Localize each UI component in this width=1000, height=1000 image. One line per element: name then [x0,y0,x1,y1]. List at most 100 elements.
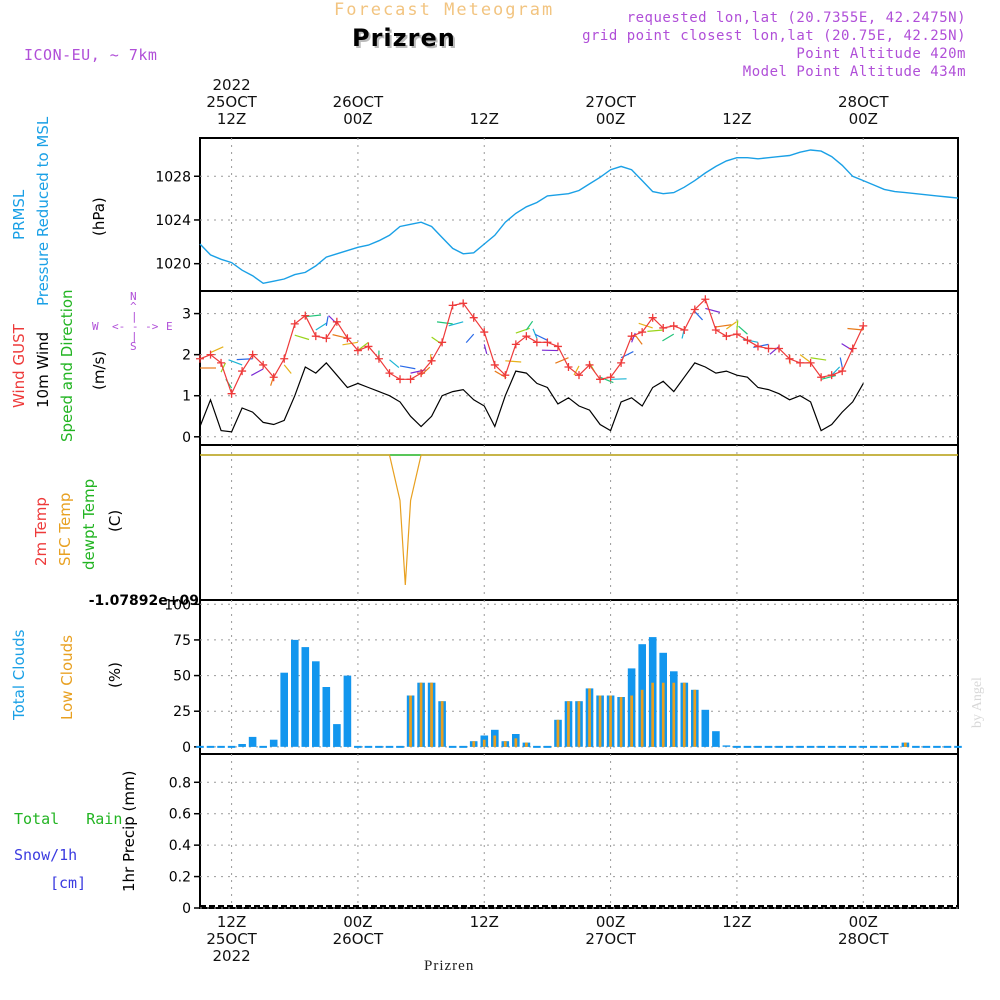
y-tick-label: 0.8 [169,775,191,791]
wind-direction-arrow [599,376,614,384]
wind-gust-marker [838,367,847,376]
low-cloud-bar [588,688,591,747]
wind-gust-marker [438,338,447,347]
total-cloud-bar [312,661,320,747]
compass-n-tick: | [131,310,138,323]
wind-direction-arrow [328,315,338,325]
low-cloud-bar [598,695,602,747]
wind-gust-marker [501,371,510,380]
wind-direction-arrow [294,334,310,341]
wind-gust-marker [785,354,794,363]
total-cloud-bar [343,675,352,747]
low-cloud-bar [661,682,665,747]
total-cloud-bar [701,709,710,747]
y-tick-label: 2 [182,348,191,364]
total-cloud-bar [301,647,310,747]
wind-gust-marker [669,321,678,330]
wind-gust-marker [227,389,236,398]
wind-gust-marker [743,336,752,345]
wind-gust-marker [638,328,647,337]
wind-direction-arrow [841,343,854,352]
compass-n-arrow: ^ [130,300,137,313]
wind-gust-marker [659,323,668,332]
wind-gust-marker [575,371,583,380]
wind-gust-marker [374,354,383,363]
wind-direction-arrow [315,322,328,331]
wind-gust-marker [680,326,689,335]
wind-direction-arrow [820,374,837,380]
wind-direction-arrow [399,365,416,370]
wind-direction-arrow [610,378,627,380]
wind-direction-arrow [532,328,538,339]
wind-gust-marker [280,354,289,363]
wind-direction-arrow [283,364,292,374]
wind-direction-arrow [635,335,643,345]
wind-gust-marker [711,326,720,335]
wind-direction-arrow [525,320,534,331]
total-cloud-bar [712,731,720,747]
wind-gust-line [199,298,864,396]
y-tick-label: 1024 [155,213,191,229]
wind-direction-arrow [799,354,811,363]
wind-direction-arrow [662,333,675,342]
wind-direction-arrow [534,333,548,341]
top-time-label: 12Z [722,110,752,128]
wind-gust-marker [848,344,857,353]
requested-coords: requested lon,lat (20.7355E, 42.2475N) [626,10,966,26]
wind-direction-arrow [705,307,721,313]
pressure-line [199,149,959,285]
total-cloud-bar [280,672,288,747]
station-name: Prizren [352,24,456,52]
wind-gust-marker [417,369,426,378]
low-cloud-bar [640,689,644,747]
wind-direction-arrow [494,370,507,379]
total-cloud-bar [269,739,278,747]
wind-gust-marker [722,332,731,341]
low-cloud-bar [409,695,412,747]
wind-gust-marker [385,369,394,378]
y-tick-label: 0.4 [169,838,191,854]
compass-w: W [92,320,99,333]
wind-direction-arrow [847,327,864,331]
y-tick-label: 0 [182,430,191,446]
low-cloud-bar [651,682,654,747]
footer-station: Prizren [424,958,475,974]
wind-gust-marker [406,375,415,384]
bottom-time-label: 00Z 28OCT [837,913,889,948]
wind-direction-arrow [448,321,464,327]
model-altitude: Model Point Altitude 434m [742,64,966,80]
y-tick-label: 3 [182,307,191,323]
wind-gust-marker [480,328,489,337]
top-time-label: 27OCT 00Z [585,93,636,128]
y-tick-label: 0 [182,740,191,756]
wind-gust-marker [301,311,310,320]
wind-gust-marker [553,342,562,351]
wind-gust-marker [564,362,573,371]
wind-direction-arrow [436,321,453,325]
wind-gust-marker [196,354,204,363]
wind-gust-marker [806,358,815,367]
low-cloud-bar [630,695,633,747]
model-label: ICON-EU, ~ 7km [24,46,158,64]
wind-speed-line [199,362,864,433]
wind-gust-marker [753,342,762,351]
wind-direction-arrow [420,366,431,376]
y-tick-label: 0.2 [169,870,191,886]
wind-gust-marker [827,371,836,380]
wind-direction-arrow [555,357,569,364]
wind-direction-arrow [769,345,780,355]
wind-gust-marker [690,305,699,314]
wind-direction-arrow [647,329,664,332]
wind-direction-arrow [210,346,224,354]
wind-gust-marker [311,332,320,341]
compass-ew-line: <- - -> [112,320,159,333]
compass-n: N [130,290,137,303]
wind-direction-arrow [694,311,704,321]
wind-direction-arrow [325,316,329,327]
compass-s-tick: | [131,330,138,343]
wind-gust-marker [259,360,268,369]
low-cloud-bar [419,682,423,747]
top-time-label: 28OCT 00Z [837,93,889,128]
y-tick-label: 1 [182,389,191,405]
